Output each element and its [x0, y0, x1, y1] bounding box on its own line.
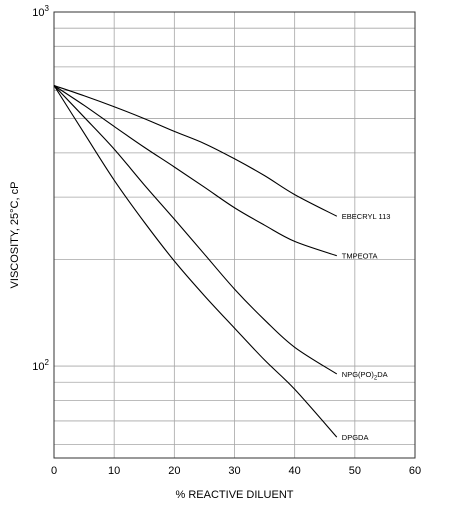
x-tick-label: 40	[289, 465, 301, 477]
series-label: EBECRYL 113	[342, 212, 391, 221]
x-tick-label: 10	[108, 465, 120, 477]
x-tick-labels: 0 10 20 30 40 50 60	[51, 465, 421, 477]
series-line	[53, 85, 338, 375]
x-tick-label: 60	[409, 465, 421, 477]
series-lines	[53, 84, 338, 438]
y-axis-title: VISCOSITY, 25°C, cP	[9, 182, 21, 289]
series-label: NPG(PO)2DA	[342, 370, 388, 382]
series-labels: EBECRYL 113 TMPEOTA NPG(PO)2DA DPGDA	[342, 212, 391, 442]
x-tick-label: 30	[228, 465, 240, 477]
y-tick-labels: 102 103	[32, 4, 49, 373]
x-tick-label: 50	[349, 465, 361, 477]
x-tick-label: 0	[51, 465, 57, 477]
y-tick-label: 103	[32, 4, 49, 19]
series-label: TMPEOTA	[342, 252, 378, 261]
series-line	[53, 84, 338, 217]
series-label: DPGDA	[342, 433, 369, 442]
y-tick-label: 102	[32, 358, 49, 373]
plot-frame	[53, 11, 416, 459]
gridlines	[54, 12, 415, 458]
x-axis-title: % REACTIVE DILUENT	[176, 489, 294, 501]
series-line	[53, 85, 338, 438]
series-line	[53, 85, 337, 257]
x-tick-label: 20	[168, 465, 180, 477]
